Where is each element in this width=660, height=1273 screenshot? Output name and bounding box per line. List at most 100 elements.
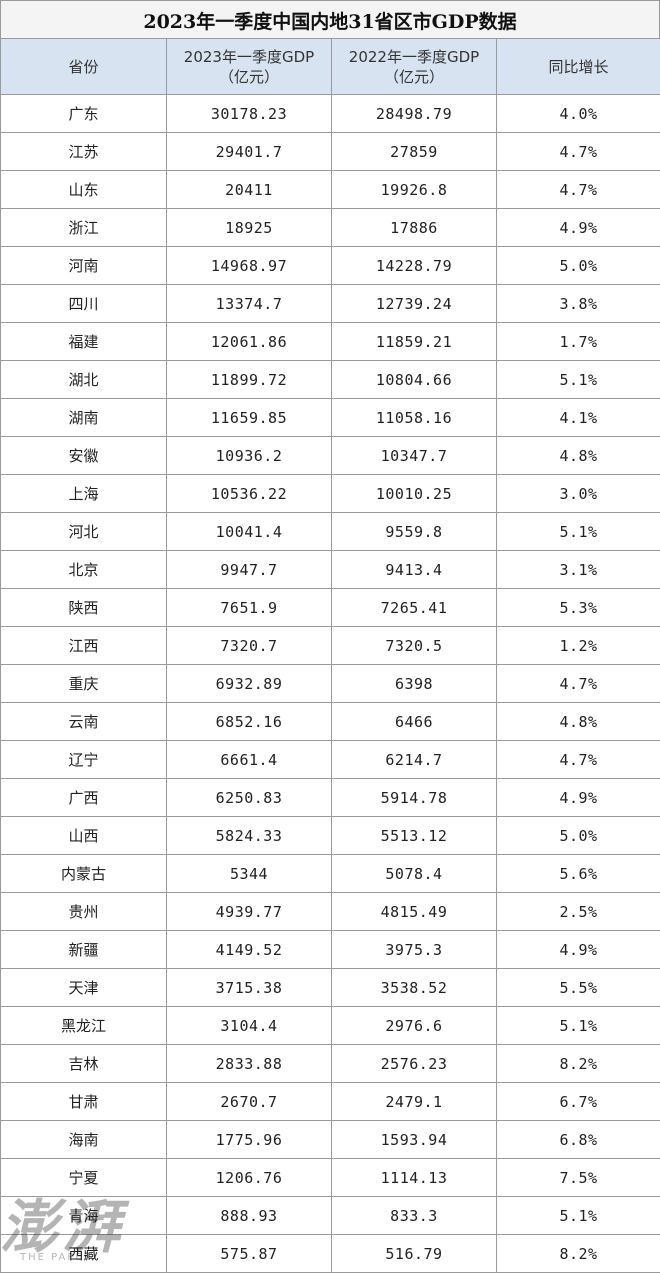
growth-cell: 4.1%	[497, 399, 660, 437]
column-header-line: （亿元）	[332, 67, 496, 87]
gdp-cell: 28498.79	[332, 95, 497, 133]
growth-cell: 5.0%	[497, 817, 660, 855]
column-header: 省份	[1, 39, 167, 95]
province-cell: 甘肃	[1, 1083, 167, 1121]
gdp-cell: 5513.12	[332, 817, 497, 855]
growth-cell: 8.2%	[497, 1045, 660, 1083]
gdp-cell: 6214.7	[332, 741, 497, 779]
growth-cell: 4.7%	[497, 741, 660, 779]
gdp-cell: 10010.25	[332, 475, 497, 513]
growth-cell: 1.2%	[497, 627, 660, 665]
province-cell: 海南	[1, 1121, 167, 1159]
gdp-cell: 2976.6	[332, 1007, 497, 1045]
province-cell: 福建	[1, 323, 167, 361]
province-cell: 重庆	[1, 665, 167, 703]
province-cell: 广东	[1, 95, 167, 133]
gdp-cell: 12739.24	[332, 285, 497, 323]
gdp-cell: 10536.22	[167, 475, 332, 513]
gdp-cell: 7651.9	[167, 589, 332, 627]
province-cell: 天津	[1, 969, 167, 1007]
gdp-cell: 1114.13	[332, 1159, 497, 1197]
column-header-line: （亿元）	[167, 67, 331, 87]
growth-cell: 4.7%	[497, 133, 660, 171]
gdp-cell: 4815.49	[332, 893, 497, 931]
growth-cell: 4.8%	[497, 437, 660, 475]
gdp-cell: 2670.7	[167, 1083, 332, 1121]
gdp-cell: 5078.4	[332, 855, 497, 893]
gdp-cell: 17886	[332, 209, 497, 247]
gdp-cell: 3715.38	[167, 969, 332, 1007]
province-cell: 安徽	[1, 437, 167, 475]
gdp-cell: 9947.7	[167, 551, 332, 589]
gdp-cell: 4149.52	[167, 931, 332, 969]
gdp-cell: 29401.7	[167, 133, 332, 171]
gdp-cell: 30178.23	[167, 95, 332, 133]
growth-cell: 1.7%	[497, 323, 660, 361]
gdp-cell: 9559.8	[332, 513, 497, 551]
gdp-cell: 3538.52	[332, 969, 497, 1007]
province-cell: 广西	[1, 779, 167, 817]
gdp-cell: 2576.23	[332, 1045, 497, 1083]
growth-cell: 5.3%	[497, 589, 660, 627]
column-header: 2022年一季度GDP（亿元）	[332, 39, 497, 95]
gdp-cell: 10936.2	[167, 437, 332, 475]
growth-cell: 6.7%	[497, 1083, 660, 1121]
gdp-cell: 9413.4	[332, 551, 497, 589]
gdp-cell: 6661.4	[167, 741, 332, 779]
province-cell: 吉林	[1, 1045, 167, 1083]
gdp-cell: 13374.7	[167, 285, 332, 323]
province-cell: 宁夏	[1, 1159, 167, 1197]
gdp-cell: 18925	[167, 209, 332, 247]
growth-cell: 4.7%	[497, 665, 660, 703]
growth-cell: 5.1%	[497, 1007, 660, 1045]
province-cell: 陕西	[1, 589, 167, 627]
gdp-cell: 4939.77	[167, 893, 332, 931]
growth-cell: 4.8%	[497, 703, 660, 741]
gdp-cell: 27859	[332, 133, 497, 171]
gdp-cell: 2479.1	[332, 1083, 497, 1121]
gdp-cell: 5914.78	[332, 779, 497, 817]
province-cell: 上海	[1, 475, 167, 513]
province-cell: 贵州	[1, 893, 167, 931]
gdp-cell: 7265.41	[332, 589, 497, 627]
growth-cell: 5.1%	[497, 513, 660, 551]
gdp-cell: 10041.4	[167, 513, 332, 551]
gdp-cell: 5344	[167, 855, 332, 893]
province-cell: 新疆	[1, 931, 167, 969]
province-cell: 青海	[1, 1197, 167, 1235]
province-cell: 江西	[1, 627, 167, 665]
province-cell: 辽宁	[1, 741, 167, 779]
gdp-cell: 10347.7	[332, 437, 497, 475]
gdp-cell: 10804.66	[332, 361, 497, 399]
gdp-cell: 6398	[332, 665, 497, 703]
gdp-cell: 6250.83	[167, 779, 332, 817]
growth-cell: 5.5%	[497, 969, 660, 1007]
